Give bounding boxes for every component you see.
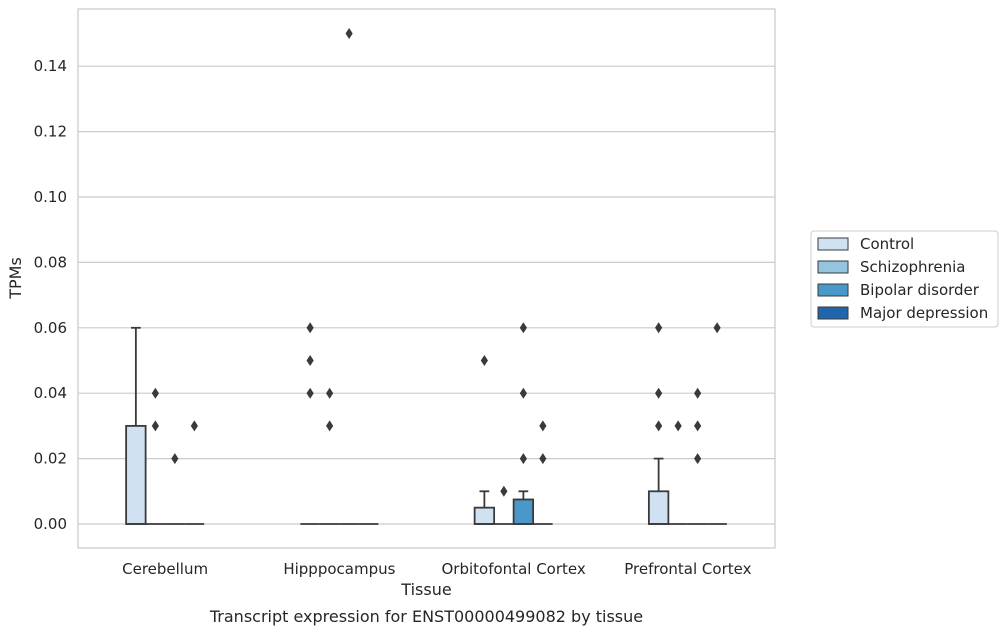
chart-caption: Transcript expression for ENST0000049908… (209, 607, 643, 626)
y-axis-label: TPMs (6, 257, 25, 300)
outlier-point (171, 453, 179, 465)
plot-frame (77, 8, 776, 549)
y-tick-label: 0.04 (34, 384, 67, 402)
legend-swatch (817, 260, 849, 274)
outlier-point (519, 387, 527, 399)
outlier-point (306, 322, 314, 334)
box-body (647, 490, 670, 525)
outlier-point (655, 322, 663, 334)
legend-swatch (817, 306, 849, 320)
outlier-point (345, 28, 353, 39)
box-3-0 (647, 322, 670, 525)
box-body (473, 506, 496, 525)
box-body (125, 424, 147, 525)
box-2-3 (533, 420, 553, 525)
outlier-point (674, 420, 682, 432)
box-1-0 (300, 322, 320, 525)
x-tick-label: Hipppocampus (283, 560, 395, 578)
box-plot-series (125, 28, 727, 525)
box-1-1 (319, 387, 340, 525)
legend-swatch (817, 283, 849, 297)
legend-label: Bipolar disorder (860, 281, 980, 299)
outlier-point (326, 420, 334, 432)
outlier-point (151, 387, 159, 399)
legend-swatch (817, 237, 849, 251)
box-0-0 (125, 326, 147, 525)
box-2-0 (473, 355, 496, 525)
y-tick-label: 0.02 (34, 450, 67, 468)
outlier-point (519, 322, 527, 334)
x-axis-label: Tissue (400, 580, 451, 599)
legend: Control Schizophrenia Bipolar disorder Majo… (810, 230, 999, 328)
legend-frame (810, 230, 999, 328)
outlier-point (326, 387, 334, 399)
box-3-1 (668, 420, 688, 525)
y-tick-label: 0.14 (34, 57, 67, 75)
box-0-2 (165, 453, 185, 525)
y-tick-label: 0.08 (34, 253, 67, 271)
outlier-point (655, 420, 663, 432)
y-tick-label: 0.06 (34, 319, 67, 337)
gridlines (78, 65, 775, 525)
y-tick-labels: 0.00 0.02 0.04 0.06 0.08 0.10 0.12 0.14 (34, 57, 67, 533)
box-0-1 (145, 387, 166, 525)
y-tick-label: 0.12 (34, 123, 67, 141)
box-2-1 (494, 485, 514, 525)
outlier-point (519, 453, 527, 465)
outlier-point (655, 387, 663, 399)
outlier-point (480, 355, 488, 366)
outlier-point (306, 387, 314, 399)
x-tick-labels: Cerebellum Hipppocampus Orbitofontal Corte… (122, 560, 751, 578)
outlier-point (539, 420, 547, 432)
box-body (512, 498, 535, 525)
x-tick-label: Prefrontal Cortex (624, 560, 751, 578)
x-tick-label: Cerebellum (122, 560, 208, 578)
outlier-point (151, 420, 159, 432)
outlier-point (694, 453, 702, 465)
outlier-point (713, 322, 721, 334)
box-1-2 (339, 28, 359, 525)
outlier-point (694, 387, 702, 399)
outlier-point (694, 420, 702, 432)
legend-label: Major depression (860, 304, 988, 322)
box-2-2 (512, 322, 535, 525)
box-0-3 (184, 420, 205, 525)
legend-label: Control (860, 235, 914, 253)
y-tick-label: 0.00 (34, 515, 67, 533)
legend-label: Schizophrenia (860, 258, 965, 276)
outlier-point (539, 453, 547, 465)
y-tick-label: 0.10 (34, 188, 67, 206)
box-3-2 (687, 387, 708, 525)
outlier-point (306, 355, 314, 366)
outlier-point (500, 485, 508, 497)
x-tick-label: Orbitofontal Cortex (442, 560, 586, 578)
outlier-point (190, 420, 198, 432)
box-3-3 (707, 322, 727, 525)
